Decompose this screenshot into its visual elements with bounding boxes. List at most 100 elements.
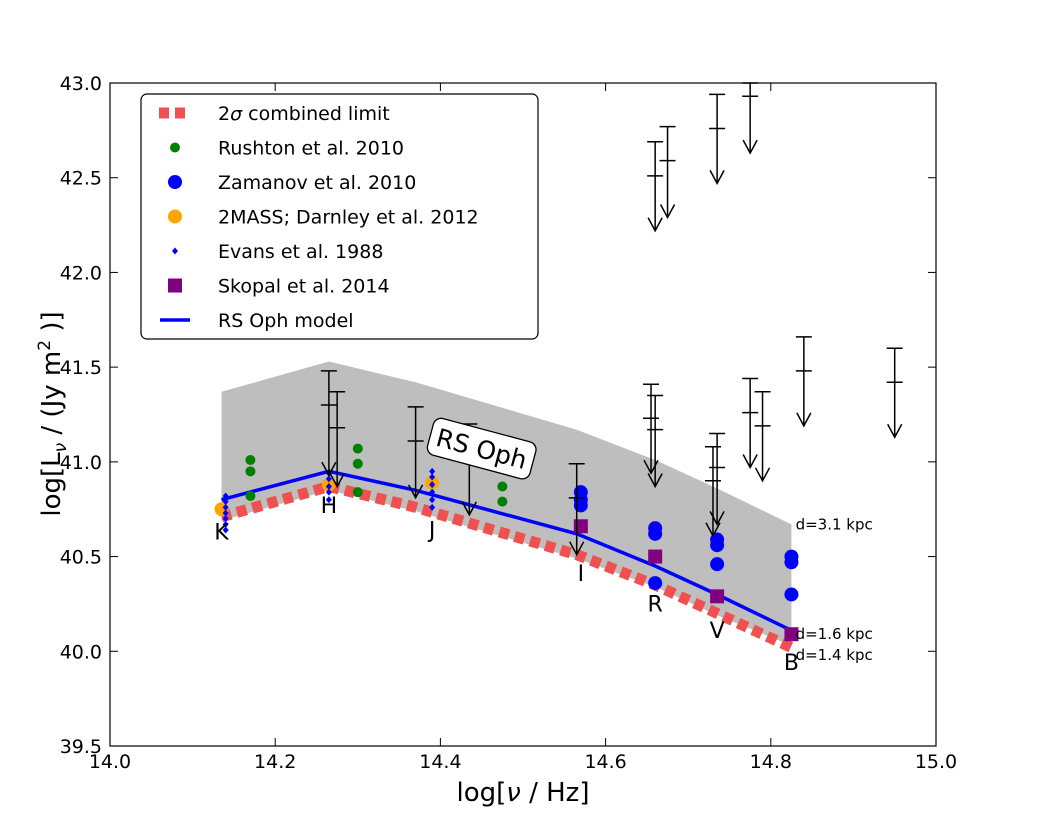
arrow-head: [887, 423, 903, 439]
upper-limit-arrow: [647, 140, 664, 233]
upper-limit-arrow: [709, 432, 726, 526]
legend-marker: [172, 247, 178, 255]
data-point: [429, 481, 436, 489]
data-point: [710, 538, 725, 553]
data-point: [429, 503, 436, 511]
band-label: I: [578, 562, 585, 587]
band-label: V: [710, 619, 725, 644]
data-point: [352, 443, 363, 454]
x-tick-label: 14.8: [750, 751, 792, 773]
legend-marker: [168, 278, 182, 293]
legend-label: RS Oph model: [218, 310, 354, 332]
data-point: [222, 515, 229, 523]
legend-label: Skopal et al. 2014: [218, 276, 390, 298]
data-point: [222, 503, 229, 511]
legend-label: Rushton et al. 2010: [218, 138, 404, 160]
upper-limit-arrows: [320, 82, 903, 557]
data-point: [497, 496, 508, 507]
band-label: H: [321, 494, 338, 519]
legend-label: 2σ combined limit: [218, 103, 390, 125]
data-point: [352, 458, 363, 469]
legend-marker: [168, 209, 182, 224]
y-axis-title: log[Lν / (Jy m2 )]: [35, 311, 71, 516]
upper-limit-arrow: [886, 347, 903, 439]
arrow-head: [705, 522, 721, 538]
arrow-head: [754, 467, 771, 483]
x-axis-title: log[ν / Hz]: [457, 778, 590, 808]
data-point: [222, 509, 229, 517]
data-point: [573, 519, 588, 534]
arrow-head: [796, 412, 812, 428]
data-point: [784, 587, 799, 602]
upper-limit-arrow: [709, 93, 726, 185]
band-labels: K H J I R V B: [214, 494, 799, 676]
arrow-head: [461, 501, 477, 517]
arrow-head: [407, 484, 424, 500]
x-tick-label: 14.6: [584, 751, 626, 773]
distance-label: d=3.1 kpc: [796, 515, 873, 533]
legend-label: Evans et al. 1988: [218, 241, 383, 263]
upper-limit-arrow: [320, 370, 337, 477]
upper-limit-arrow: [647, 394, 664, 489]
data-point: [222, 492, 229, 500]
data-points: [214, 443, 799, 642]
y-tick-label: 41.5: [60, 357, 102, 379]
distance-labels: d=3.1 kpc d=1.6 kpc d=1.4 kpc: [796, 515, 873, 664]
upper-limit-arrow: [742, 82, 759, 155]
upper-limit-arrow: [407, 406, 424, 500]
arrow-head: [329, 473, 345, 489]
arrow-head: [742, 454, 758, 470]
band-label: R: [648, 593, 663, 618]
data-point: [222, 520, 229, 528]
data-point: [222, 526, 229, 534]
legend-marker: [168, 175, 182, 189]
y-tick-label: 42.0: [60, 262, 102, 284]
data-point: [784, 627, 799, 642]
band-label: K: [214, 521, 229, 546]
data-point: [352, 487, 363, 498]
upper-limit-arrow: [329, 391, 346, 489]
y-tick-label: 43.0: [60, 73, 102, 95]
arrow-head: [659, 204, 676, 220]
data-point: [648, 576, 663, 591]
legend-label: 2MASS; Darnley et al. 2012: [218, 207, 479, 229]
data-point: [497, 481, 508, 492]
y-tick-label: 40.5: [60, 547, 102, 569]
data-point: [245, 466, 256, 477]
distance-label: d=1.4 kpc: [796, 646, 873, 664]
arrow-head: [709, 511, 725, 526]
y-tick-label: 40.0: [60, 641, 102, 663]
band-label: J: [427, 519, 436, 544]
upper-limit-arrow: [568, 463, 585, 557]
axis-ticks: 14.0 14.2 14.4 14.6 14.8 15.0 39.5 40.0 40.5 41.0…: [60, 73, 957, 773]
legend-box: [140, 93, 539, 340]
data-point: [325, 488, 332, 496]
arrow-head: [321, 461, 337, 477]
rs-oph-box: [426, 417, 537, 480]
arrow-head: [647, 217, 663, 233]
data-point: [648, 549, 663, 564]
upper-limit-arrow: [754, 391, 771, 483]
upper-limit-arrow: [795, 336, 812, 428]
y-tick-label: 41.0: [60, 452, 102, 474]
legend-marker: [170, 142, 180, 153]
legend: 2σ combined limit Rushton et al. 2010 Zama…: [140, 93, 539, 340]
x-tick-label: 15.0: [915, 751, 957, 773]
data-point: [710, 589, 725, 604]
y-tick-label: 42.5: [60, 168, 102, 190]
plot-frame: [109, 82, 937, 747]
data-point: [245, 454, 256, 465]
band-label: B: [784, 651, 799, 676]
data-point: [325, 496, 332, 504]
arrow-head: [569, 541, 585, 557]
legend-label: Zamanov et al. 2010: [218, 172, 416, 194]
data-point: [429, 467, 436, 475]
data-point: [429, 488, 436, 496]
data-point: [429, 473, 436, 481]
upper-limit-arrow: [742, 377, 759, 470]
upper-limit-arrow: [704, 445, 721, 538]
data-point: [784, 555, 799, 570]
data-point: [573, 498, 588, 513]
x-tick-label: 14.0: [89, 751, 131, 773]
